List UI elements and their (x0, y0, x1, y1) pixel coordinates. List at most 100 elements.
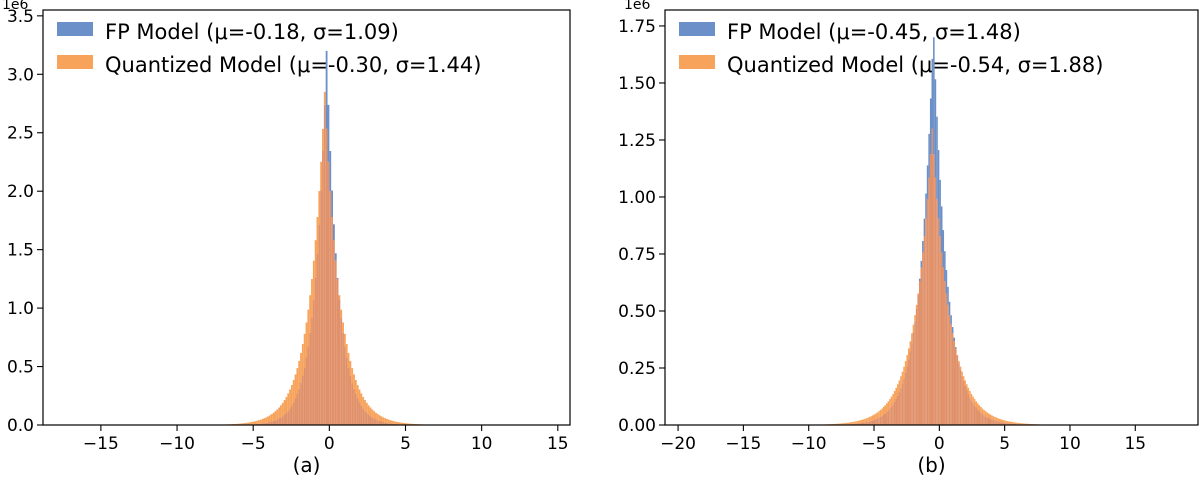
histogram-bar-overlap (856, 423, 858, 425)
histogram-bar-overlap (289, 408, 291, 425)
histogram-bar-quantized (261, 418, 264, 424)
histogram-bar-fp (327, 104, 330, 162)
histogram-bar-overlap (371, 417, 374, 425)
histogram-bar-fp (931, 58, 934, 129)
y-tick-label: 1.25 (618, 131, 656, 151)
histogram-bar-overlap (307, 346, 310, 425)
histogram-bar-quantized (887, 401, 890, 411)
histogram-bar-quantized (978, 405, 981, 412)
histogram-bar-quantized (876, 412, 879, 419)
histogram-bar-quantized (391, 420, 394, 424)
chart-caption: (b) (917, 453, 945, 477)
histogram-bar-quantized (1005, 420, 1007, 424)
histogram-bar-overlap (1005, 423, 1007, 425)
y-tick-label: 2.0 (7, 182, 34, 202)
histogram-bar-overlap (898, 392, 901, 425)
histogram-bar-quantized (269, 415, 271, 423)
histogram-bar-quantized (274, 411, 277, 421)
histogram-bar-quantized (983, 409, 985, 416)
histogram-bar-quantized (864, 418, 866, 423)
histogram-bar-quantized (318, 191, 321, 225)
histogram-bar-quantized (961, 371, 963, 376)
histogram-bar-quantized (285, 396, 288, 413)
histogram-bar-overlap (947, 304, 949, 425)
histogram-bar-overlap (907, 359, 910, 425)
histogram-bar-overlap (360, 405, 363, 425)
histogram-bar-quantized (998, 418, 1001, 422)
histogram-bar-quantized (962, 376, 965, 382)
histogram-bar-overlap (994, 420, 996, 425)
histogram-bar-quantized (972, 396, 974, 403)
histogram-bar-quantized (995, 417, 998, 422)
histogram-bar-quantized (1003, 420, 1006, 423)
histogram-bar-overlap (373, 418, 376, 425)
histogram-bar-quantized (1025, 423, 1028, 425)
histogram-bar-overlap (901, 383, 904, 425)
histogram-bar-fp (925, 193, 927, 219)
histogram-bar-overlap (937, 218, 940, 425)
histogram-bar-quantized (367, 405, 370, 415)
histogram-bar-quantized (389, 420, 392, 424)
histogram-bar-overlap (345, 357, 348, 425)
histogram-bar-quantized (851, 422, 854, 424)
histogram-bar-overlap (911, 342, 913, 425)
histogram-bar-fp (325, 50, 328, 129)
histogram-bar-overlap (865, 422, 868, 425)
histogram-bar-overlap (347, 367, 350, 425)
histogram-bar-quantized (991, 415, 993, 420)
histogram-bar-fp (329, 151, 332, 192)
histogram-bar-fp (336, 278, 339, 279)
histogram-bar-overlap (338, 299, 341, 425)
histogram-bar-quantized (875, 413, 877, 420)
legend-label-quantized: Quantized Model (μ=-0.30, σ=1.44) (105, 53, 481, 77)
histogram-bar-overlap (303, 367, 306, 425)
legend-label-fp: FP Model (μ=-0.45, σ=1.48) (727, 20, 1021, 44)
histogram-bar-overlap (369, 416, 372, 425)
histogram-bar-overlap (886, 411, 888, 425)
histogram-bar-fp (955, 347, 957, 349)
histogram-bar-quantized (413, 423, 416, 425)
histogram-bar-quantized (252, 421, 255, 425)
histogram-bar-quantized (901, 371, 904, 384)
histogram-bar-overlap (353, 388, 355, 425)
histogram-bar-quantized (382, 417, 385, 423)
x-tick-label: 0 (324, 434, 335, 454)
histogram-bar-overlap (922, 252, 924, 425)
histogram-bar-overlap (278, 418, 280, 425)
histogram-bar-overlap (975, 407, 977, 425)
histogram-bar-quantized (873, 414, 876, 420)
histogram-bar-quantized (893, 391, 896, 402)
histogram-bar-overlap (950, 324, 952, 425)
histogram-bar-quantized (1019, 423, 1021, 425)
plot-area (192, 50, 458, 425)
histogram-bar-quantized (248, 422, 251, 425)
histogram-bar-quantized (892, 393, 894, 405)
histogram-bar-overlap (283, 414, 286, 425)
histogram-bar-quantized (878, 411, 880, 418)
histogram-bar-overlap (980, 412, 982, 425)
histogram-bar-quantized (989, 414, 992, 419)
x-tick-label: −10 (791, 434, 827, 454)
histogram-bar-overlap (882, 414, 885, 425)
histogram-bar-quantized (395, 421, 397, 424)
histogram-bar-overlap (316, 253, 319, 425)
axes-frame (42, 9, 571, 426)
histogram-bar-overlap (294, 398, 297, 425)
histogram-bar-overlap (893, 401, 896, 425)
histogram-bar-overlap (964, 385, 966, 425)
histogram-bar-overlap (926, 198, 929, 425)
histogram-bar-overlap (1008, 423, 1010, 425)
histogram-bar-overlap (864, 422, 866, 425)
histogram-bar-quantized (842, 423, 844, 425)
histogram-bar-quantized (958, 361, 960, 364)
histogram-bar-fp (940, 206, 943, 253)
y-axis-multiplier: 1e6 (624, 0, 651, 13)
histogram-bar-quantized (320, 161, 323, 191)
histogram-bar-overlap (281, 416, 284, 425)
histogram-bar-overlap (320, 190, 323, 425)
histogram-bar-quantized (881, 408, 883, 416)
histogram-bar-quantized (309, 295, 312, 333)
histogram-bar-overlap (984, 416, 987, 425)
histogram-bar-fp (939, 179, 941, 237)
